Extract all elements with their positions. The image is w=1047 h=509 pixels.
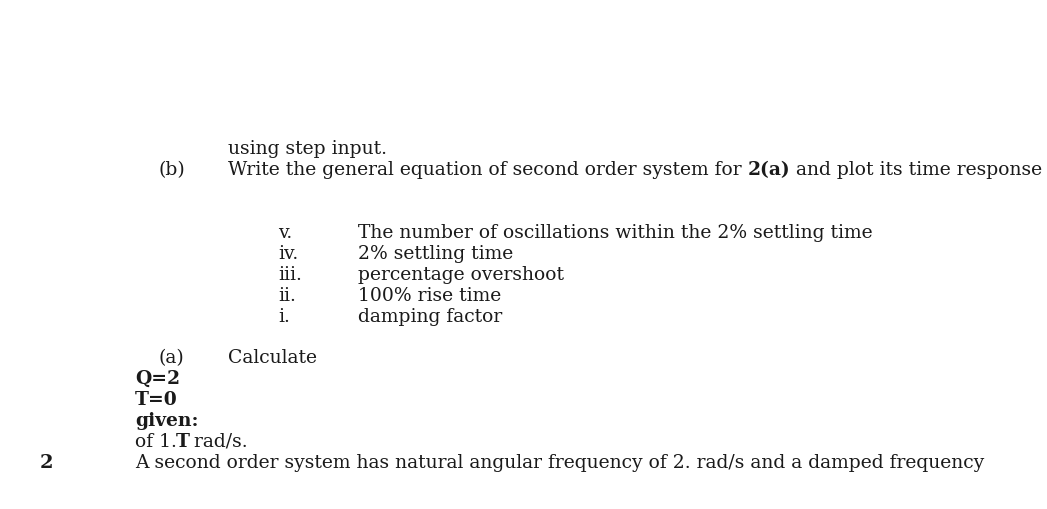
Text: (a): (a) [158, 349, 184, 367]
Text: Write the general equation of second order system for: Write the general equation of second ord… [228, 161, 748, 179]
Text: 100% rise time: 100% rise time [358, 287, 502, 305]
Text: of 1.: of 1. [135, 433, 177, 451]
Text: ii.: ii. [279, 287, 296, 305]
Text: v.: v. [279, 224, 292, 242]
Text: rad/s.: rad/s. [188, 433, 248, 451]
Text: 2% settling time: 2% settling time [358, 245, 513, 263]
Text: T: T [176, 433, 190, 451]
Text: 2(a): 2(a) [748, 161, 790, 179]
Text: T=0: T=0 [135, 391, 178, 409]
Text: i.: i. [279, 308, 290, 326]
Text: iv.: iv. [279, 245, 298, 263]
Text: given:: given: [135, 412, 199, 430]
Text: and plot its time response: and plot its time response [790, 161, 1043, 179]
Text: percentage overshoot: percentage overshoot [358, 266, 564, 284]
Text: damping factor: damping factor [358, 308, 503, 326]
Text: iii.: iii. [279, 266, 302, 284]
Text: A second order system has natural angular frequency of 2. rad/s and a damped fre: A second order system has natural angula… [135, 454, 984, 472]
Text: (b): (b) [158, 161, 184, 179]
Text: Q=2: Q=2 [135, 370, 180, 388]
Text: The number of oscillations within the 2% settling time: The number of oscillations within the 2%… [358, 224, 872, 242]
Text: 2: 2 [40, 454, 53, 472]
Text: using step input.: using step input. [228, 140, 387, 158]
Text: Calculate: Calculate [228, 349, 317, 367]
